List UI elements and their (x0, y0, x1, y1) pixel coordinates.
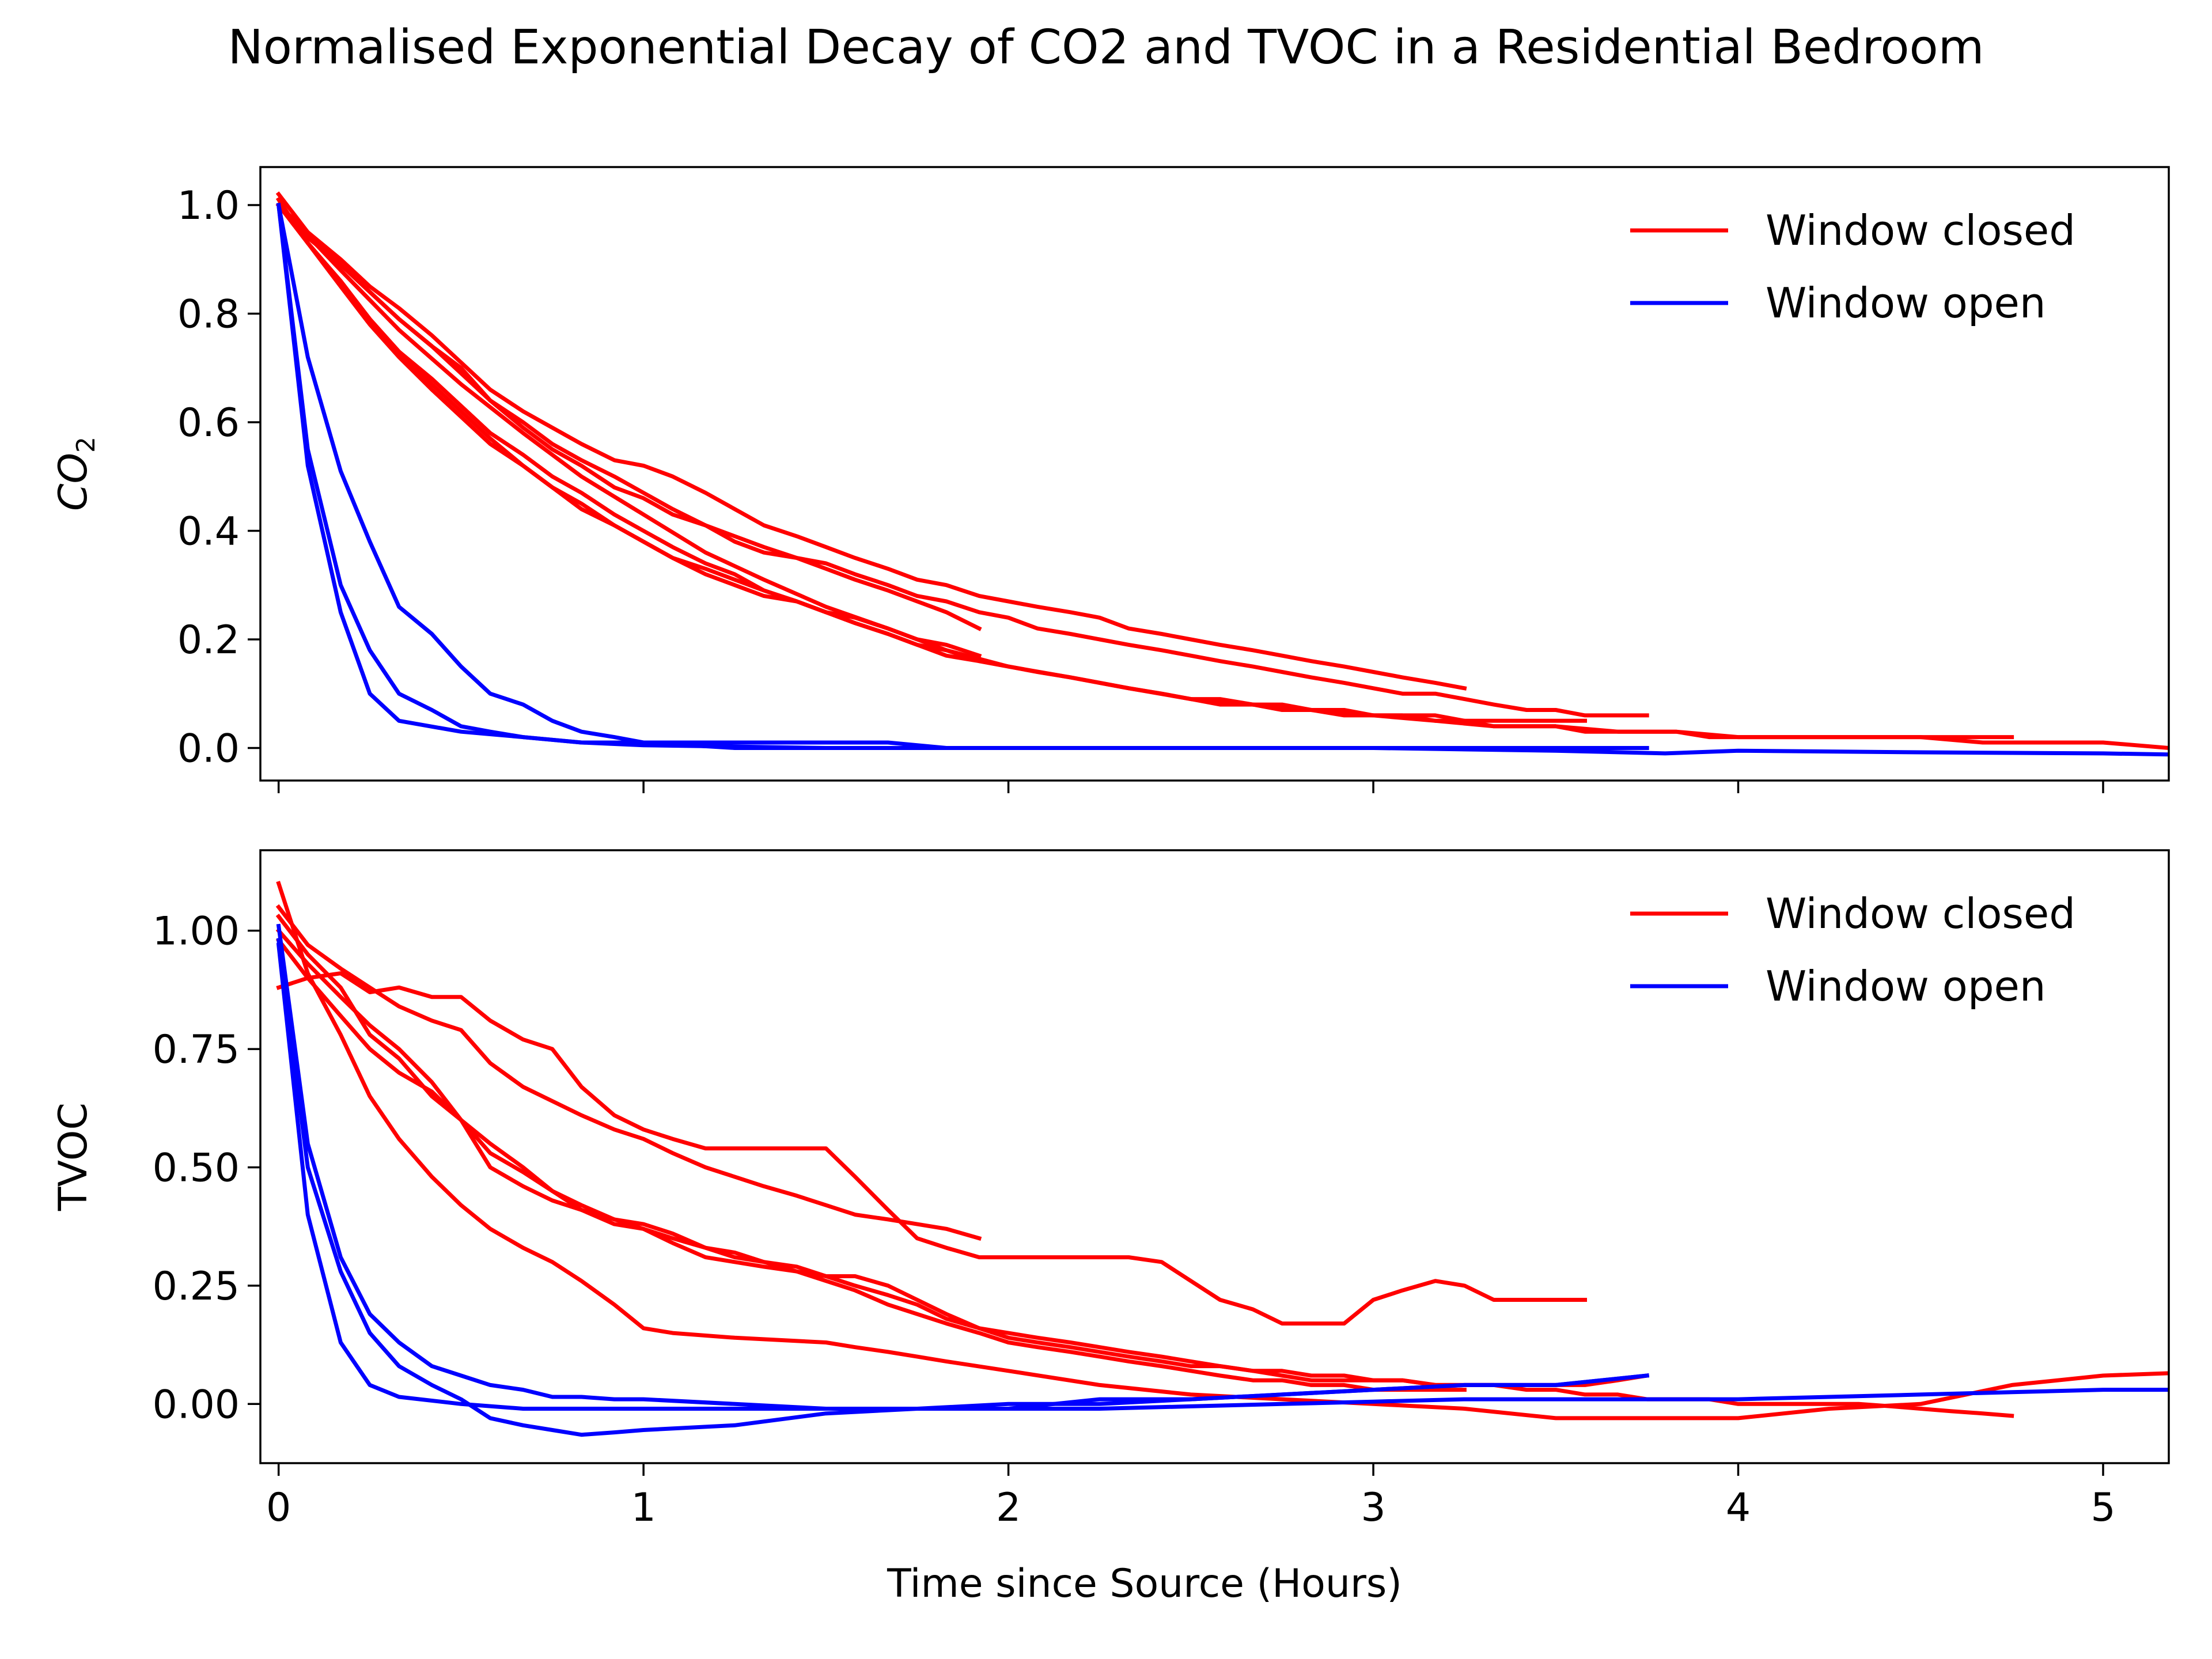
y-tick-label: 0.4 (177, 509, 240, 554)
x-axis-label: Time since Source (Hours) (887, 1561, 1402, 1607)
x-tick-label: 4 (1726, 1485, 1751, 1531)
y-tick-label: 0.75 (153, 1027, 240, 1073)
y-tick-label: 1.00 (153, 909, 240, 955)
chart-title: Normalised Exponential Decay of CO2 and … (228, 20, 1984, 75)
legend-label: Window closed (1766, 206, 2075, 255)
y-tick-label: 0.2 (177, 618, 240, 663)
y-axis-label-subscript: 2 (71, 437, 101, 453)
legend-label: Window open (1766, 962, 2046, 1010)
y-axis-label: CO2 (51, 437, 101, 511)
series-line-open (276, 942, 2169, 1411)
legend: Window closed Window open (1630, 206, 2075, 327)
y-axis-label-main: CO (51, 453, 96, 511)
legend-label: Window open (1766, 279, 2046, 327)
tvoc-subplot: 0.00 0.25 0.50 0.75 1.00 0 1 2 3 4 5 TVOC Window clo… (51, 849, 2170, 1531)
series-line-closed (275, 904, 982, 1241)
axes-frame (259, 849, 2170, 1464)
y-tick-label: 1.0 (177, 183, 240, 229)
legend-label: Window closed (1766, 889, 2075, 938)
y-tick-label: 0.6 (177, 400, 240, 446)
x-tick-label: 5 (2090, 1485, 2115, 1531)
x-tick-label: 1 (631, 1485, 656, 1531)
series-line-closed (275, 202, 1467, 691)
series-line-open (276, 938, 1650, 1437)
y-tick-label: 0.0 (177, 726, 240, 771)
x-tick-label: 0 (266, 1485, 291, 1531)
x-tick-label: 2 (996, 1485, 1021, 1531)
y-axis-label: TVOC (51, 1103, 96, 1211)
y-tick-label: 0.8 (177, 291, 240, 337)
series-line-closed (276, 971, 1587, 1326)
series-group (275, 881, 2169, 1437)
y-tick-label: 0.25 (153, 1264, 240, 1309)
x-tick-label: 3 (1361, 1485, 1385, 1531)
y-tick-label: 0.00 (153, 1382, 240, 1427)
series-line-closed (275, 202, 1649, 718)
legend: Window closed Window open (1630, 889, 2075, 1010)
series-line-closed (276, 881, 2169, 1421)
series-line-closed (275, 202, 2169, 751)
series-group (275, 191, 2169, 757)
y-tick-label: 0.50 (153, 1145, 240, 1191)
series-line-open (276, 203, 2169, 757)
series-line-closed (275, 937, 1467, 1392)
series-line-closed (275, 914, 2014, 1418)
axes-frame (259, 166, 2170, 782)
